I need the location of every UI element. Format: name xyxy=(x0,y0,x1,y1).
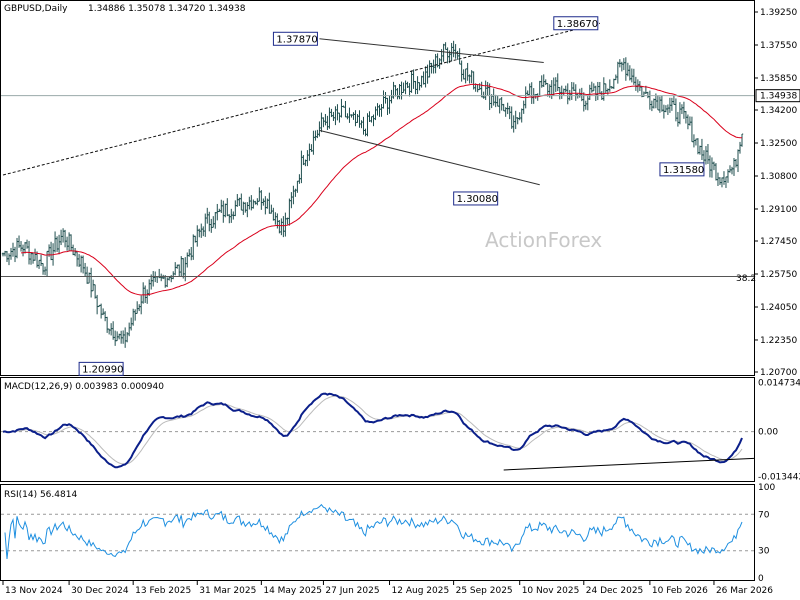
x-axis-label: 30 Dec 2024 xyxy=(71,586,129,596)
price-annotation-box xyxy=(453,191,499,206)
price-axis-label: 1.34200 xyxy=(760,106,797,116)
x-axis-label: 31 Mar 2025 xyxy=(199,586,256,596)
channel-lower-line xyxy=(319,129,540,186)
price-axis-label: 1.29100 xyxy=(760,205,797,215)
x-axis-label: 24 Dec 2025 xyxy=(586,586,644,596)
rsi-axis-label: 70 xyxy=(758,510,770,520)
current-price-label: 1.34938 xyxy=(760,92,797,102)
rsi-axis-label: 30 xyxy=(758,547,770,557)
x-axis-label: 10 Feb 2026 xyxy=(652,586,708,596)
x-axis-label: 12 Aug 2025 xyxy=(392,586,450,596)
macd-layer xyxy=(1,392,755,471)
macd-axis-label: 0.014734 xyxy=(758,379,800,389)
price-annotation-box xyxy=(553,16,599,31)
channel-upper-line xyxy=(319,38,544,63)
price-annotation-box xyxy=(272,31,318,46)
price-axis-label: 1.24050 xyxy=(760,303,797,313)
dashed-trendline xyxy=(2,22,600,176)
price-axis-label: 1.25750 xyxy=(760,270,797,280)
price-axis-label: 1.37550 xyxy=(760,41,797,51)
price-annotation-label: 1.30080 xyxy=(457,194,498,205)
fib-level-label: 38.2 xyxy=(736,274,756,284)
rsi-title: RSI(14) 56.4814 xyxy=(4,490,77,500)
x-axis-label: 10 Nov 2025 xyxy=(522,586,580,596)
axis-layer: 1.39250 1.37550 1.35850 1.34200 1.32500 1.308… xyxy=(2,8,800,596)
macd-axis-label: -0.013442 xyxy=(758,472,800,482)
price-annotation-label: 1.31580 xyxy=(663,165,704,176)
price-ohlc-readout: 1.34886 1.35078 1.34720 1.34938 xyxy=(88,4,246,14)
macd-trendline xyxy=(503,457,755,471)
x-axis-label: 25 Sep 2025 xyxy=(456,586,513,596)
macd-title: MACD(12,26,9) 0.003983 0.000940 xyxy=(4,382,164,392)
rsi-layer xyxy=(1,503,754,559)
price-panel-frame xyxy=(0,0,755,376)
rsi-axis-label: 0 xyxy=(758,574,764,584)
rsi-axis-label: 100 xyxy=(758,483,775,493)
price-annotation-box xyxy=(659,162,705,177)
price-axis-label: 1.20700 xyxy=(760,368,797,378)
price-axis-label: 1.30800 xyxy=(760,172,797,182)
x-axis-label: 27 Jun 2025 xyxy=(325,586,379,596)
x-axis-label: 13 Nov 2024 xyxy=(5,586,63,596)
price-axis-label: 1.22350 xyxy=(760,336,797,346)
x-axis-label: 26 Mar 2026 xyxy=(716,586,773,596)
price-axis-label: 1.35850 xyxy=(760,74,797,84)
price-annotation-label: 1.38670 xyxy=(557,19,598,30)
rsi-line xyxy=(4,503,743,559)
macd-line xyxy=(2,392,743,469)
watermark: ActionForex xyxy=(485,228,602,252)
price-annotation-label: 1.37870 xyxy=(276,34,317,45)
price-annotation-label: 1.20990 xyxy=(82,364,123,375)
moving-average-line xyxy=(20,83,743,296)
x-axis-label: 13 Feb 2025 xyxy=(135,586,191,596)
x-axis-label: 14 May 2025 xyxy=(263,586,322,596)
price-axis-label: 1.27450 xyxy=(760,237,797,247)
price-axis-label: 1.39250 xyxy=(760,8,797,18)
current-price-tag xyxy=(755,89,800,103)
price-layer: 1.37870 1.38670 1.30080 1.31580 1.20990 xyxy=(1,16,754,376)
price-annotation-box xyxy=(78,361,124,376)
price-axis-label: 1.32500 xyxy=(760,139,797,149)
rsi-panel-frame xyxy=(0,484,755,581)
price-title: GBPUSD,Daily xyxy=(4,4,68,14)
macd-axis-label: 0.00 xyxy=(758,428,778,438)
